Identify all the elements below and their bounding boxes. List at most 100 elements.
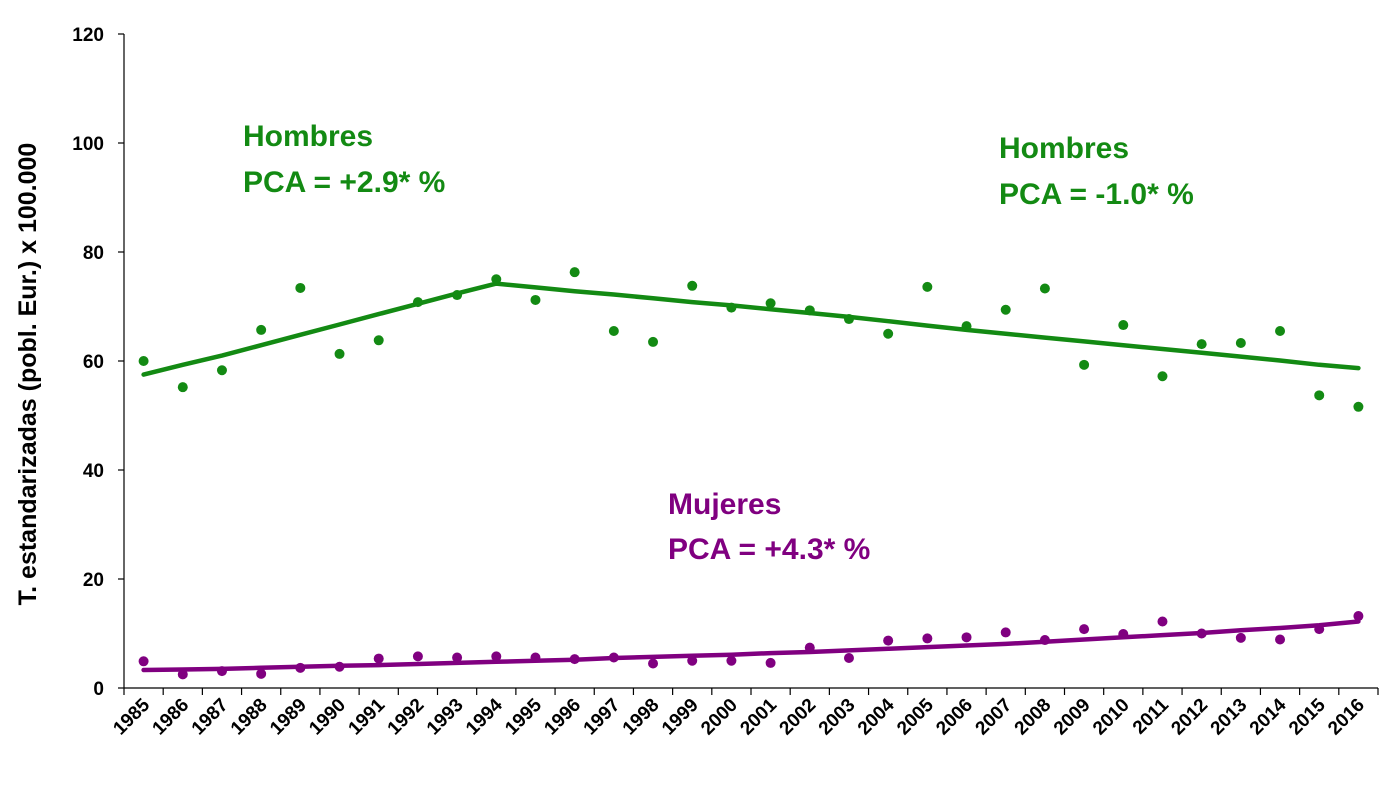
x-tick-label: 2011 [1129, 694, 1173, 738]
hombres-point [216, 365, 227, 376]
x-tick-label: 2002 [776, 695, 821, 740]
mujeres-point [922, 633, 933, 644]
hombres-point [1235, 338, 1246, 349]
annotation-hombres-b: Hombres PCA = -1.0* % [999, 132, 1194, 211]
mujeres-point [648, 658, 659, 669]
mujeres-point [608, 652, 619, 663]
observed-points [138, 267, 1364, 680]
mujeres-point [1079, 624, 1090, 635]
hombres-point [608, 326, 619, 337]
hombres-point [530, 294, 541, 305]
mujeres-trend-line [141, 619, 1361, 673]
mujeres-point [687, 655, 698, 666]
mujeres-point [1196, 628, 1207, 639]
hombres-point [843, 314, 854, 325]
y-tick-label: 20 [83, 570, 104, 591]
hombres-point [256, 324, 267, 335]
x-tick-label: 1985 [109, 694, 154, 739]
mujeres-point [373, 653, 384, 664]
x-tick-label: 1994 [462, 694, 507, 739]
hombres-trend-line [141, 281, 1361, 377]
x-tick-label: 1989 [266, 695, 311, 740]
mujeres-point [452, 652, 463, 663]
x-tick-label: 1998 [619, 695, 664, 740]
mujeres-point [1353, 611, 1364, 622]
x-tick-label: 2001 [736, 694, 781, 739]
hombres-point [1000, 304, 1011, 315]
x-tick-label: 1995 [501, 694, 546, 739]
y-tick-label: 40 [83, 461, 104, 482]
hombres-point [138, 356, 149, 366]
mujeres-point [1314, 624, 1325, 635]
annotation-hombres-a-pca: PCA = +2.9* % [243, 166, 445, 199]
y-axis-title: T. estandarizadas (pobl. Eur.) x 100.000 [14, 143, 42, 606]
y-tick-label: 60 [83, 352, 104, 373]
mujeres-point [804, 642, 815, 653]
hombres-point [1079, 359, 1090, 370]
mujeres-point [216, 666, 227, 677]
mujeres-point [1039, 635, 1050, 646]
x-tick-label: 2004 [854, 694, 899, 739]
y-tick-label: 120 [72, 25, 104, 46]
y-tick-label: 80 [83, 243, 104, 264]
y-tick-label: 0 [93, 679, 104, 700]
x-tick-label: 2005 [893, 694, 938, 739]
x-tick-label: 2009 [1050, 695, 1095, 740]
x-tick-label: 1990 [305, 695, 350, 740]
x-tick-label: 2014 [1246, 694, 1291, 739]
mujeres-point [1157, 616, 1168, 627]
x-tick-label: 1988 [227, 695, 272, 740]
mujeres-point [1000, 627, 1011, 638]
hombres-point [883, 328, 894, 339]
mujeres-point [1275, 634, 1286, 645]
annotation-mujeres-title: Mujeres [668, 488, 781, 521]
hombres-point [922, 281, 933, 292]
mujeres-point [883, 635, 894, 646]
hombres-point [452, 290, 463, 301]
hombres-point [373, 335, 384, 346]
annotation-hombres-a-title: Hombres [243, 120, 373, 153]
mujeres-point [843, 653, 854, 664]
hombres-point [1314, 390, 1325, 401]
annotation-hombres-a: Hombres PCA = +2.9* % [243, 120, 445, 199]
hombres-point [569, 267, 580, 278]
annotation-hombres-b-pca: PCA = -1.0* % [999, 178, 1194, 211]
x-tick-label: 1999 [658, 695, 703, 740]
mujeres-point [295, 662, 306, 673]
hombres-point [1039, 283, 1050, 294]
hombres-point [1353, 401, 1364, 412]
x-tick-label: 1997 [580, 695, 625, 740]
mujeres-point [177, 669, 188, 680]
x-tick-label: 1991 [345, 694, 390, 739]
x-tick-label: 2016 [1324, 695, 1369, 740]
x-tick-label: 2000 [697, 695, 742, 740]
hombres-point [412, 297, 423, 308]
annotation-mujeres: Mujeres PCA = +4.3* % [668, 488, 870, 566]
hombres-point [648, 336, 659, 347]
hombres-point [687, 280, 698, 291]
annotation-hombres-b-title: Hombres [999, 132, 1129, 165]
hombres-point [804, 305, 815, 316]
fitted-lines [141, 281, 1361, 673]
mujeres-point [726, 655, 737, 666]
mujeres-point [1118, 629, 1129, 640]
hombres-point [177, 382, 188, 393]
y-axis-ticks: 0 20 40 60 80 100 120 [72, 25, 124, 700]
x-tick-label: 2013 [1207, 695, 1252, 740]
x-tick-label: 1992 [384, 695, 429, 740]
mujeres-point [530, 652, 541, 663]
mujeres-point [491, 651, 502, 662]
hombres-point [334, 348, 345, 359]
mujeres-point [138, 656, 149, 667]
mujeres-point [1235, 632, 1246, 643]
hombres-point [1275, 326, 1286, 337]
hombres-point [961, 321, 972, 332]
x-tick-label: 1987 [188, 695, 233, 740]
mujeres-point [569, 654, 580, 665]
x-tick-label: 2010 [1089, 695, 1134, 740]
y-tick-label: 100 [72, 134, 104, 155]
x-tick-label: 2006 [932, 695, 977, 740]
x-tick-label: 2003 [815, 695, 860, 740]
annotation-mujeres-pca: PCA = +4.3* % [668, 533, 870, 566]
mujeres-point [334, 661, 345, 672]
